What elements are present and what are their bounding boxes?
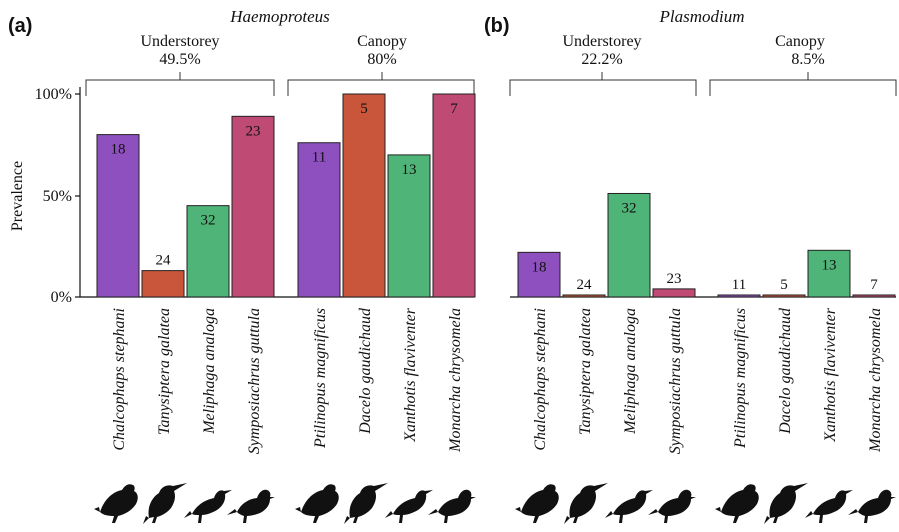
bar-b-canopy-2 <box>807 249 851 298</box>
dove-silhouette-icon <box>295 484 339 523</box>
honeyeater-silhouette-icon <box>605 490 653 523</box>
species-label: Symposiachrus guttula <box>667 308 684 454</box>
a-canopy-bracket <box>287 72 475 96</box>
bar-a-understorey-2 <box>186 205 230 298</box>
count-label: 32 <box>201 213 216 229</box>
bar-a-canopy-2 <box>387 154 431 298</box>
count-label: 13 <box>822 257 837 273</box>
bar-b-understorey-3 <box>652 288 696 298</box>
honeyeater-silhouette-icon <box>805 490 853 523</box>
b-canopy-label: Canopy <box>775 33 825 50</box>
bar-b-canopy-0 <box>717 294 761 298</box>
species-label: Ptilinopus magnificus <box>732 308 749 449</box>
bar-a-canopy-3 <box>432 93 476 298</box>
bar-b-understorey-0 <box>517 251 561 298</box>
dove-silhouette-icon <box>94 484 138 523</box>
bar-b-understorey-2 <box>607 192 651 298</box>
a-understorey-bracket <box>85 72 275 96</box>
chart-marks: 18 Chalcophaps stephani 24 Tanysiptera gala… <box>94 93 896 524</box>
species-label: Meliphaga analoga <box>201 308 218 435</box>
species-label: Ptilinopus magnificus <box>312 308 329 449</box>
count-label: 32 <box>622 200 637 216</box>
b-understorey-label: Understorey <box>562 33 641 50</box>
a-canopy-overall: 80% <box>367 51 396 68</box>
b-understorey-overall: 22.2% <box>581 51 622 68</box>
count-label: 23 <box>667 271 682 287</box>
count-label: 7 <box>870 277 878 293</box>
monarch-silhouette-icon <box>227 489 275 523</box>
kingfisher-silhouette-icon <box>564 483 608 524</box>
count-label: 7 <box>450 101 458 117</box>
y-tick-0: 0% <box>51 289 72 306</box>
species-label: Dacelo gaudichaud <box>777 307 794 435</box>
count-label: 18 <box>532 259 547 275</box>
a-understorey-overall: 49.5% <box>159 51 200 68</box>
bar-a-understorey-1 <box>141 270 185 298</box>
count-label: 24 <box>577 277 593 293</box>
count-label: 13 <box>402 162 417 178</box>
count-label: 5 <box>780 277 788 293</box>
count-label: 11 <box>312 150 326 166</box>
species-label: Tanysiptera galatea <box>156 308 173 435</box>
honeyeater-silhouette-icon <box>385 490 433 523</box>
bar-b-canopy-1 <box>762 294 806 298</box>
species-label: Dacelo gaudichaud <box>357 307 374 435</box>
count-label: 24 <box>156 253 172 269</box>
dove-silhouette-icon <box>715 484 759 523</box>
count-label: 5 <box>360 101 368 117</box>
y-tick-50: 50% <box>43 188 72 205</box>
bar-a-understorey-3 <box>231 115 275 298</box>
bar-b-canopy-3 <box>852 294 896 298</box>
kingfisher-silhouette-icon <box>344 483 388 524</box>
b-canopy-overall: 8.5% <box>791 51 824 68</box>
species-label: Symposiachrus guttula <box>246 308 263 454</box>
monarch-silhouette-icon <box>648 489 696 523</box>
kingfisher-silhouette-icon <box>143 483 187 524</box>
b-understorey-bracket <box>509 72 697 96</box>
y-tick-100: 100% <box>35 86 72 103</box>
species-label: Monarcha chrysomela <box>447 308 464 453</box>
species-label: Xanthotis flaviventer <box>402 307 419 443</box>
bar-a-canopy-1 <box>342 93 386 298</box>
y-axis-label: Prevalence <box>9 161 26 231</box>
species-label: Chalcophaps stephani <box>532 308 549 451</box>
bar-a-understorey-0 <box>96 134 140 298</box>
bar-a-canopy-0 <box>297 142 341 298</box>
panel-a-title: Haemoproteus <box>229 7 330 26</box>
dove-silhouette-icon <box>515 484 559 523</box>
kingfisher-silhouette-icon <box>764 483 808 524</box>
b-canopy-bracket <box>709 72 897 96</box>
a-canopy-label: Canopy <box>357 33 407 50</box>
count-label: 11 <box>732 277 746 293</box>
panel-b-label: (b) <box>484 15 510 37</box>
count-label: 23 <box>246 123 261 139</box>
a-understorey-label: Understorey <box>140 33 219 50</box>
species-label: Xanthotis flaviventer <box>822 307 839 443</box>
monarch-silhouette-icon <box>848 489 896 523</box>
count-label: 18 <box>111 142 126 158</box>
monarch-silhouette-icon <box>428 489 476 523</box>
panel-b-title: Plasmodium <box>659 7 745 26</box>
honeyeater-silhouette-icon <box>184 490 232 523</box>
species-label: Tanysiptera galatea <box>577 308 594 435</box>
species-label: Meliphaga analoga <box>622 308 639 435</box>
species-label: Monarcha chrysomela <box>867 308 884 453</box>
bar-b-understorey-1 <box>562 294 606 298</box>
species-label: Chalcophaps stephani <box>111 308 128 451</box>
panel-a-label: (a) <box>8 15 32 37</box>
